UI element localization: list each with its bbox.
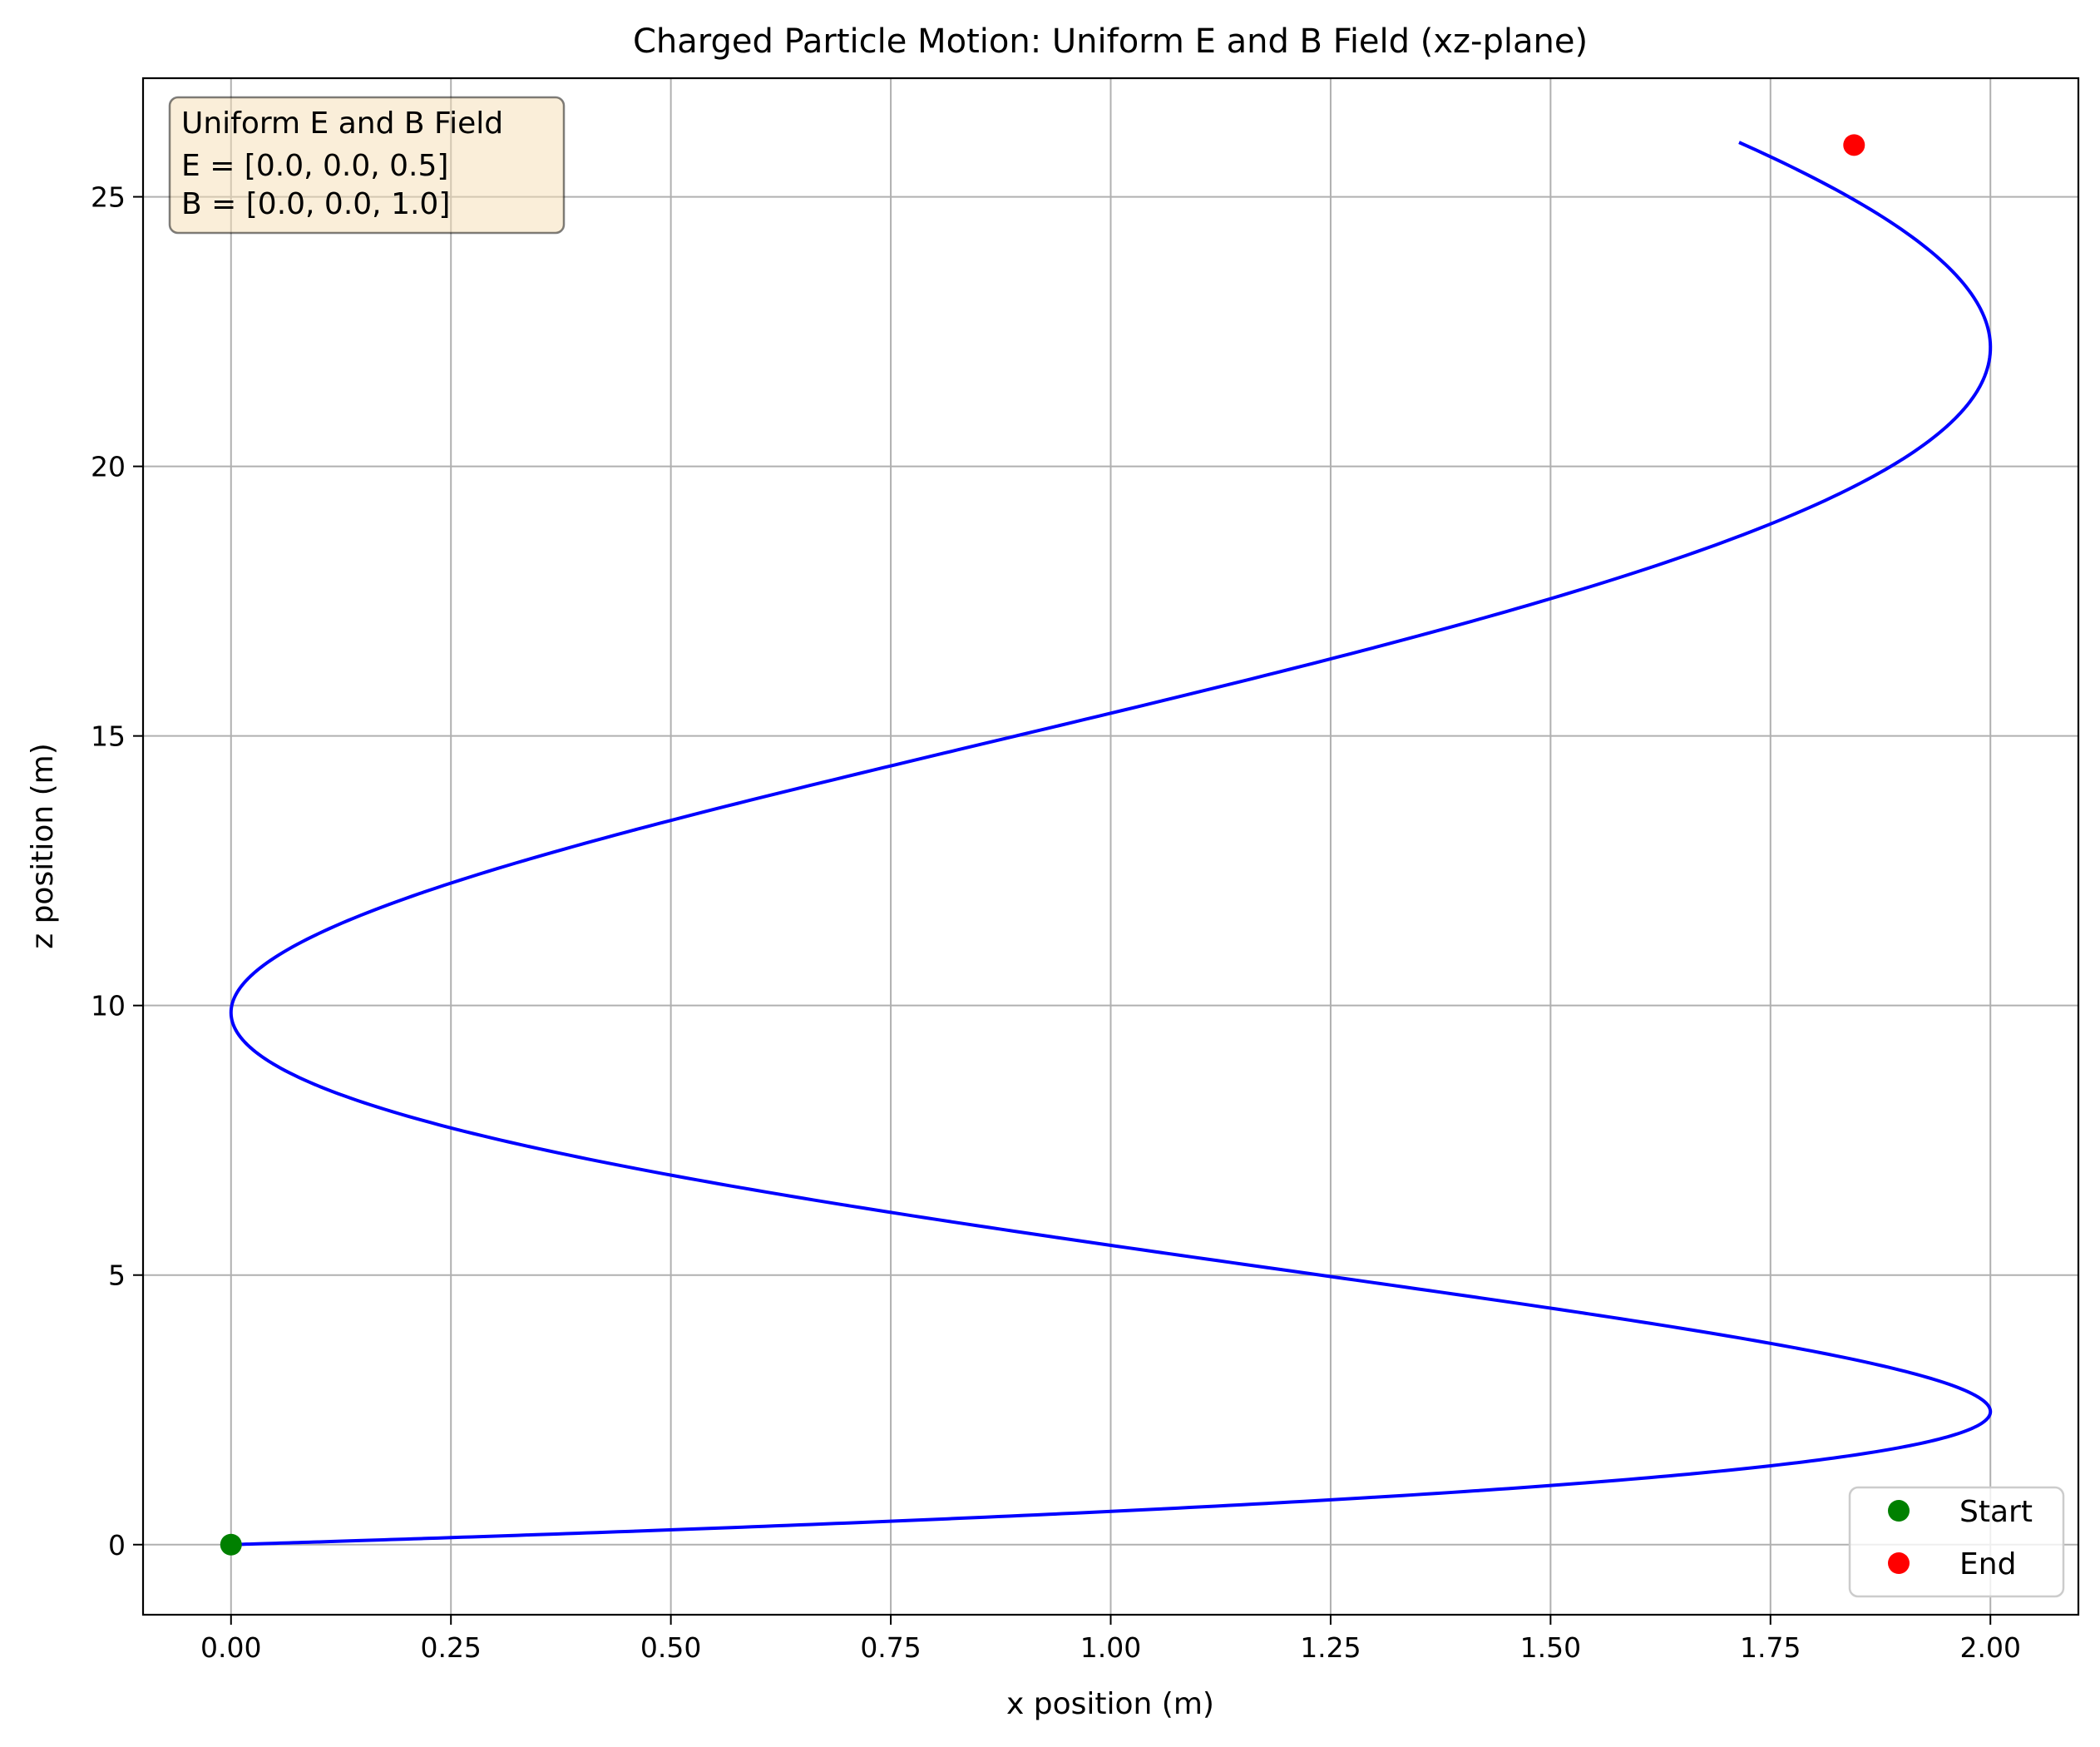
grid [143, 78, 2078, 1615]
x-tick-label: 2.00 [1959, 1631, 2020, 1664]
x-tick-label: 1.00 [1080, 1631, 1141, 1664]
x-tick-label: 0.50 [640, 1631, 701, 1664]
y-tick-label: 0 [108, 1529, 126, 1561]
x-tick-label: 0.25 [420, 1631, 481, 1664]
y-tick-label: 15 [91, 720, 126, 753]
x-axis-label: x position (m) [1006, 1687, 1214, 1721]
x-tick-label: 1.25 [1300, 1631, 1361, 1664]
y-tick-label: 20 [91, 451, 126, 483]
x-tick-label: 0.00 [200, 1631, 261, 1664]
y-tick-label: 10 [91, 990, 126, 1022]
y-axis-label: z position (m) [26, 743, 60, 949]
x-tick-label: 0.75 [860, 1631, 921, 1664]
info-box: Uniform E and B Field E = [0.0, 0.0, 0.5… [168, 96, 566, 235]
info-line-title: Uniform E and B Field [181, 106, 503, 141]
info-box-background [168, 96, 566, 235]
start-marker [220, 1533, 242, 1556]
legend: Start End [1848, 1486, 2065, 1598]
y-tick-label: 5 [108, 1260, 126, 1292]
ticks: 0.00 0.25 0.50 0.75 1.00 1.25 1.50 1.75 2.00 0 5 10… [91, 181, 2021, 1664]
info-line-b-field: B = [0.0, 0.0, 1.0] [181, 187, 450, 221]
legend-end-label: End [1959, 1547, 2016, 1581]
series-layer [220, 134, 1993, 1556]
x-tick-label: 1.50 [1520, 1631, 1581, 1664]
end-marker [1843, 134, 1865, 156]
legend-start-label: Start [1959, 1495, 2033, 1529]
chart-title: Charged Particle Motion: Uniform E and B… [633, 22, 1588, 61]
legend-start-marker [1888, 1500, 1910, 1522]
y-tick-label: 25 [91, 181, 126, 214]
legend-end-marker [1888, 1552, 1910, 1574]
trajectory-line [229, 141, 1993, 1547]
info-line-e-field: E = [0.0, 0.0, 0.5] [181, 149, 448, 183]
x-tick-label: 1.75 [1740, 1631, 1801, 1664]
